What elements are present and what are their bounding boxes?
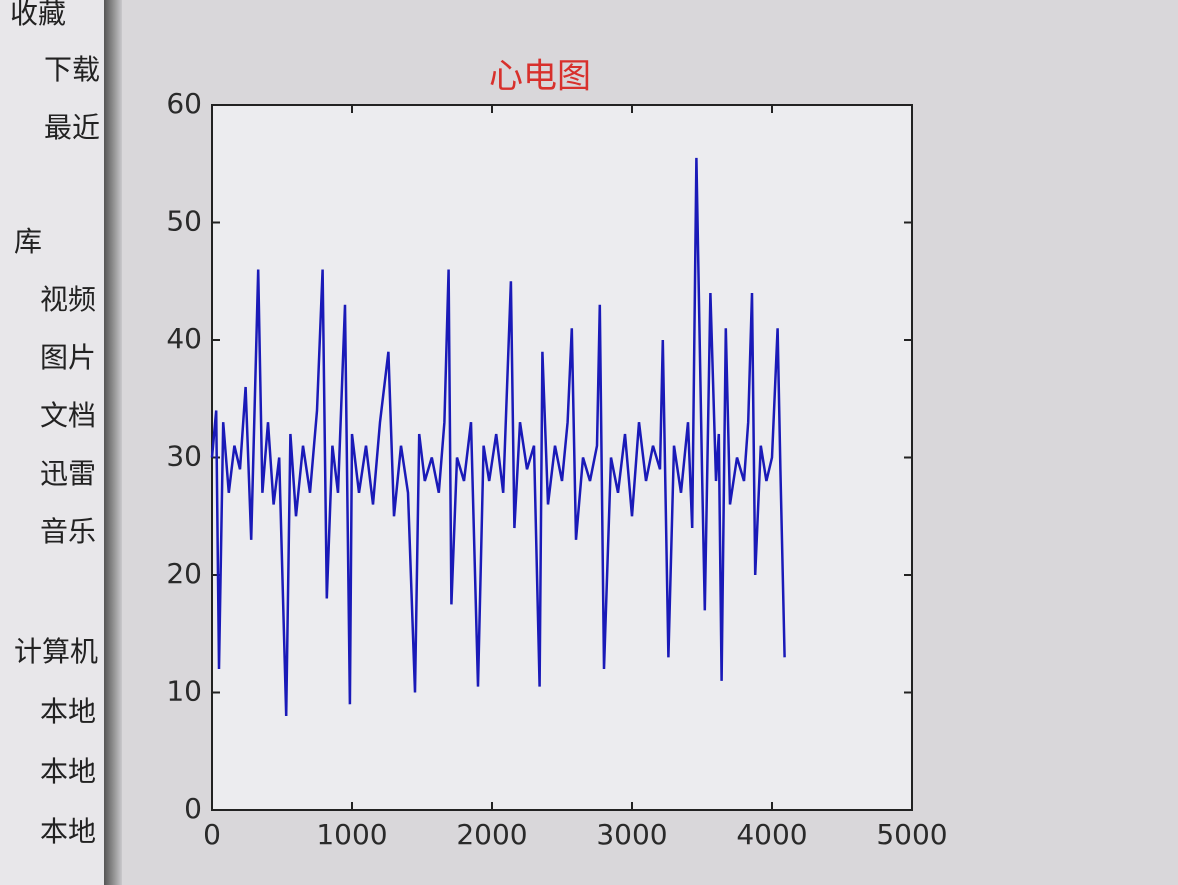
y-tick-label: 60 [166,87,202,120]
nav-item[interactable]: 图片 [40,341,97,374]
nav-item[interactable]: 收藏 [10,0,67,30]
y-tick-label: 50 [166,205,202,238]
chart-title: 心电图 [489,57,591,97]
y-tick-label: 0 [184,792,202,825]
window-edge [104,0,122,885]
nav-item[interactable]: 视频 [40,283,97,316]
y-tick-label: 40 [166,322,202,355]
nav-item[interactable]: 本地 [40,755,97,788]
y-tick-label: 20 [166,557,202,590]
ecg-line [210,157,786,717]
y-tick-label: 10 [166,675,202,708]
nav-group[interactable]: 库 [14,225,43,258]
x-tick-label: 1000 [316,818,387,851]
nav-item[interactable]: 文档 [40,399,97,432]
nav-item[interactable]: 最近 [44,111,101,144]
y-tick-label: 30 [166,440,202,473]
x-tick-label: 4000 [736,818,807,851]
nav-group[interactable]: 计算机 [14,635,99,668]
sidebar: 收藏 下载 最近 库 视频 图片 文档 迅雷 音乐 计算机 本地 本地 本地 [0,0,108,885]
x-tick-label: 2000 [456,818,527,851]
nav-item[interactable]: 音乐 [40,515,97,548]
nav-item[interactable]: 下载 [44,53,101,86]
plot-area [211,104,913,811]
nav-item[interactable]: 本地 [40,695,97,728]
nav-item[interactable]: 本地 [40,815,97,848]
x-tick-label: 0 [203,818,221,851]
x-tick-label: 5000 [876,818,947,851]
x-tick-label: 3000 [596,818,667,851]
nav-item[interactable]: 迅雷 [40,457,97,490]
